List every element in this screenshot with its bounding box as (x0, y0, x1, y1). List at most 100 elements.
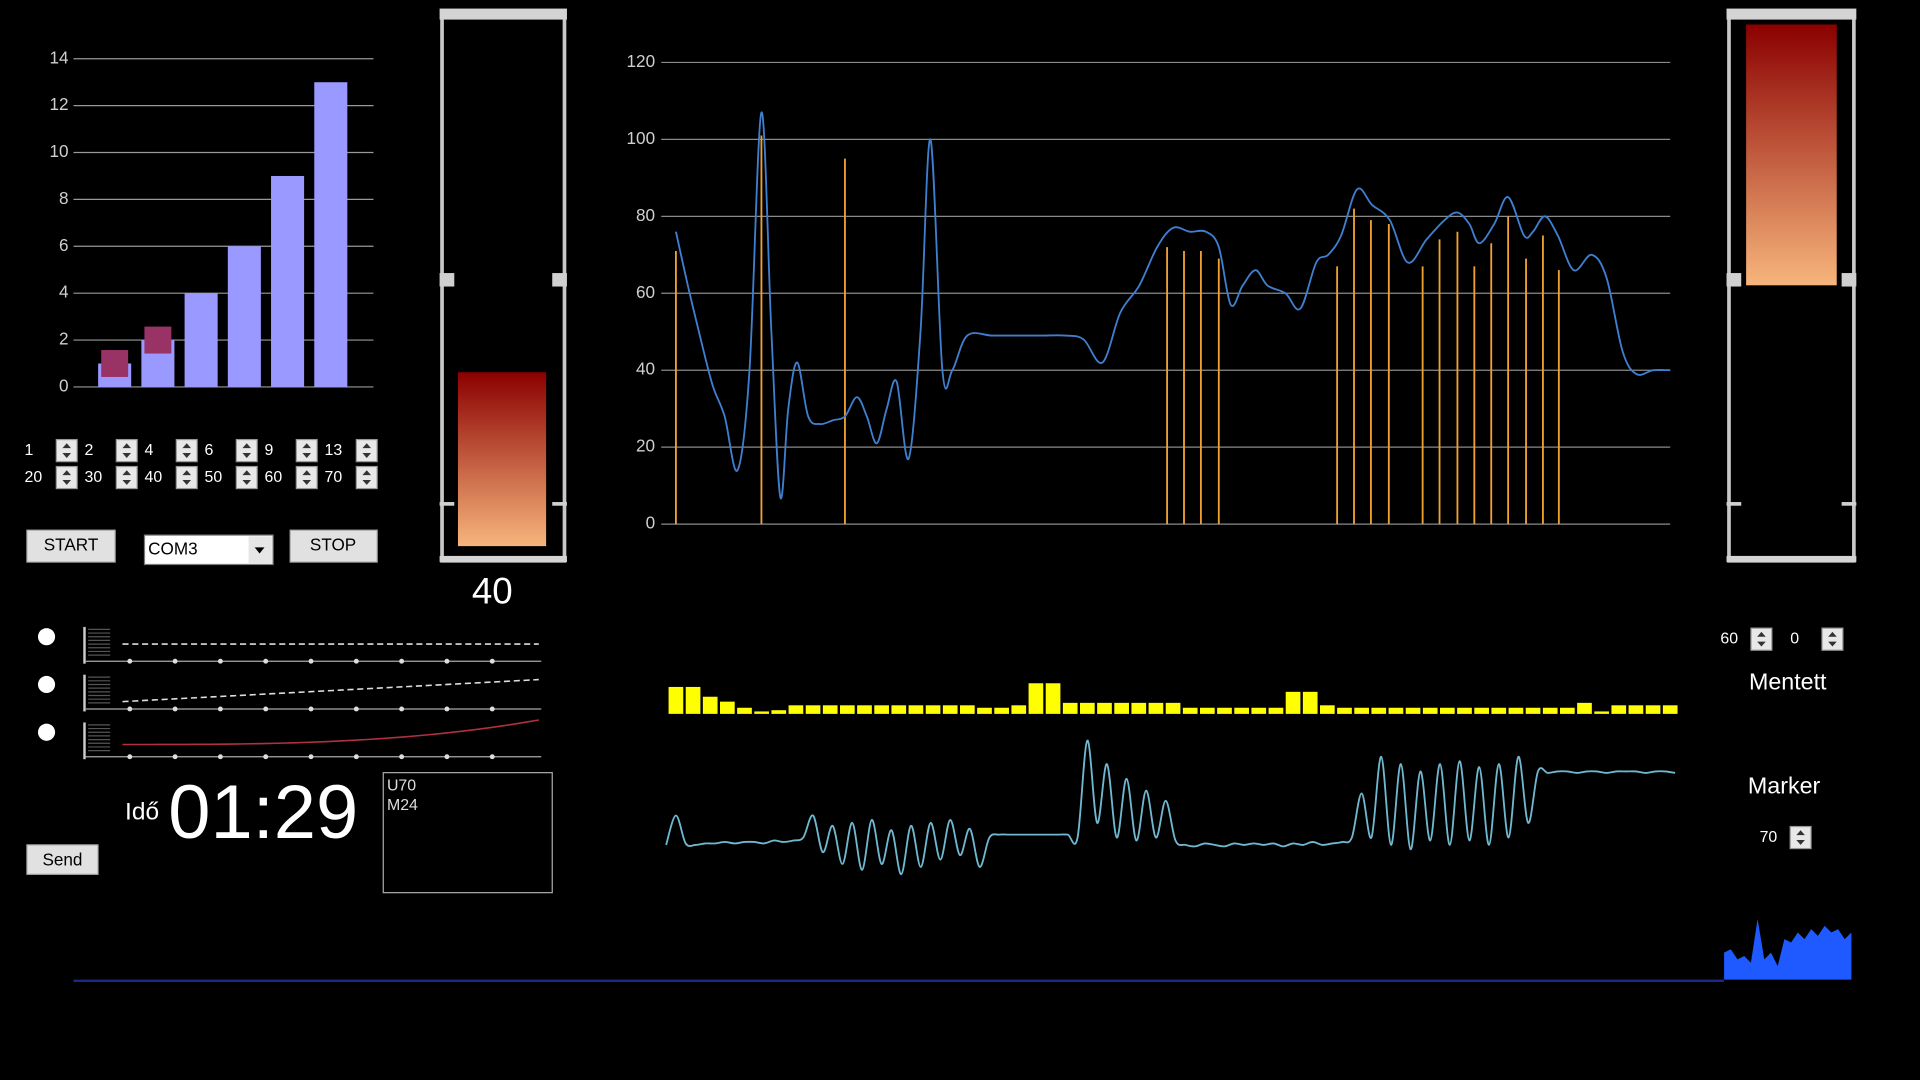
radio-button[interactable] (37, 675, 56, 694)
level-bar (1302, 691, 1318, 714)
y-tick-label: 12 (50, 94, 69, 114)
spinner[interactable] (235, 465, 258, 490)
spectrum-area (1724, 918, 1852, 980)
spinner-value: 20 (24, 469, 42, 486)
spinner[interactable] (1821, 627, 1844, 651)
spinner[interactable] (1750, 627, 1773, 651)
combo-arrow (254, 547, 265, 554)
track-dot (127, 658, 133, 664)
level-bar (1405, 707, 1421, 714)
spinner-arrows (1796, 830, 1805, 845)
level-bar (960, 705, 975, 714)
spinner-arrows (362, 443, 372, 458)
level-bar (1662, 705, 1678, 714)
level-bar (1388, 707, 1404, 714)
spinner[interactable] (355, 465, 378, 490)
track-dot (489, 754, 495, 760)
track-dot (172, 754, 178, 760)
track-dot (353, 754, 359, 760)
track-dot (308, 706, 314, 712)
level-bar (771, 710, 787, 714)
level-bar (702, 696, 718, 714)
spinner-value: 40 (144, 469, 162, 486)
spinner[interactable] (175, 465, 198, 490)
level-bar (1422, 707, 1438, 714)
track-dot (127, 754, 133, 760)
spinner[interactable] (115, 438, 138, 463)
track-dot (353, 706, 359, 712)
level-bar (1611, 705, 1627, 714)
stop-button[interactable] (289, 529, 378, 563)
y-tick-label: 0 (59, 375, 69, 395)
stop-label[interactable]: STOP (310, 535, 356, 555)
start-label[interactable]: START (44, 535, 99, 555)
spinner-arrows (122, 443, 132, 458)
level-bar (891, 705, 907, 714)
track-dot (489, 706, 495, 712)
level-bar (908, 705, 924, 714)
level-bar (1474, 707, 1489, 714)
spinner[interactable] (55, 438, 78, 463)
radio-button[interactable] (37, 628, 56, 646)
spinner-arrows (182, 470, 192, 485)
spinner[interactable] (1789, 825, 1812, 850)
spinner[interactable] (235, 438, 258, 463)
level-bar (1440, 707, 1455, 714)
track-frame (83, 722, 86, 760)
left-gauge-frame (439, 8, 567, 563)
level-bar (1542, 707, 1558, 714)
level-bar (1491, 707, 1507, 714)
y-tick-label: 14 (50, 47, 70, 67)
level-bar (737, 707, 752, 714)
level-bar (1577, 702, 1592, 714)
track-frame (83, 626, 86, 664)
y-tick-label: 120 (627, 51, 656, 71)
log-line: M24 (387, 797, 418, 814)
spinner[interactable] (115, 465, 138, 490)
y-tick-label: 20 (636, 436, 655, 456)
spinner[interactable] (295, 465, 318, 490)
bar (271, 175, 305, 387)
level-bar (857, 705, 872, 714)
start-button[interactable] (26, 529, 116, 563)
level-bar (685, 686, 701, 714)
track-dot (217, 706, 223, 712)
spinner-arrows (302, 470, 312, 485)
send-label[interactable]: Send (42, 849, 82, 869)
wave-line (665, 739, 1676, 876)
spinner[interactable] (355, 438, 378, 463)
level-bar (1285, 691, 1301, 714)
spinner[interactable] (295, 438, 318, 463)
spinner[interactable] (55, 465, 78, 490)
level-bar (1200, 707, 1215, 714)
level-bar (1594, 711, 1609, 714)
track-dot (353, 658, 359, 664)
level-bar (1251, 707, 1267, 714)
spinner-value: 60 (1720, 630, 1738, 647)
y-tick-label: 4 (59, 282, 69, 302)
level-bar (1525, 707, 1541, 714)
level-bar (977, 707, 992, 714)
spinner-arrows (302, 443, 312, 458)
level-bar (874, 705, 889, 714)
level-bar (1354, 707, 1369, 714)
y-tick-label: 10 (50, 141, 69, 161)
spinner-arrows (182, 443, 192, 458)
track-dot (217, 658, 223, 664)
send-button[interactable] (26, 844, 99, 875)
marker-value: 70 (1760, 829, 1778, 846)
port-label: COM3 (148, 538, 197, 558)
level-bar (1371, 707, 1387, 714)
level-bar (822, 705, 838, 714)
spinner-value: 0 (1790, 630, 1799, 647)
spinner-arrows (62, 443, 72, 458)
spinner[interactable] (175, 438, 198, 463)
level-bar (1182, 707, 1198, 714)
level-bar (1011, 705, 1027, 714)
level-bar (925, 705, 941, 714)
spinner-arrows (1828, 631, 1837, 647)
level-bar (1080, 702, 1095, 714)
y-tick-label: 100 (627, 128, 656, 148)
radio-button[interactable] (37, 723, 56, 741)
log-box[interactable] (382, 772, 553, 894)
